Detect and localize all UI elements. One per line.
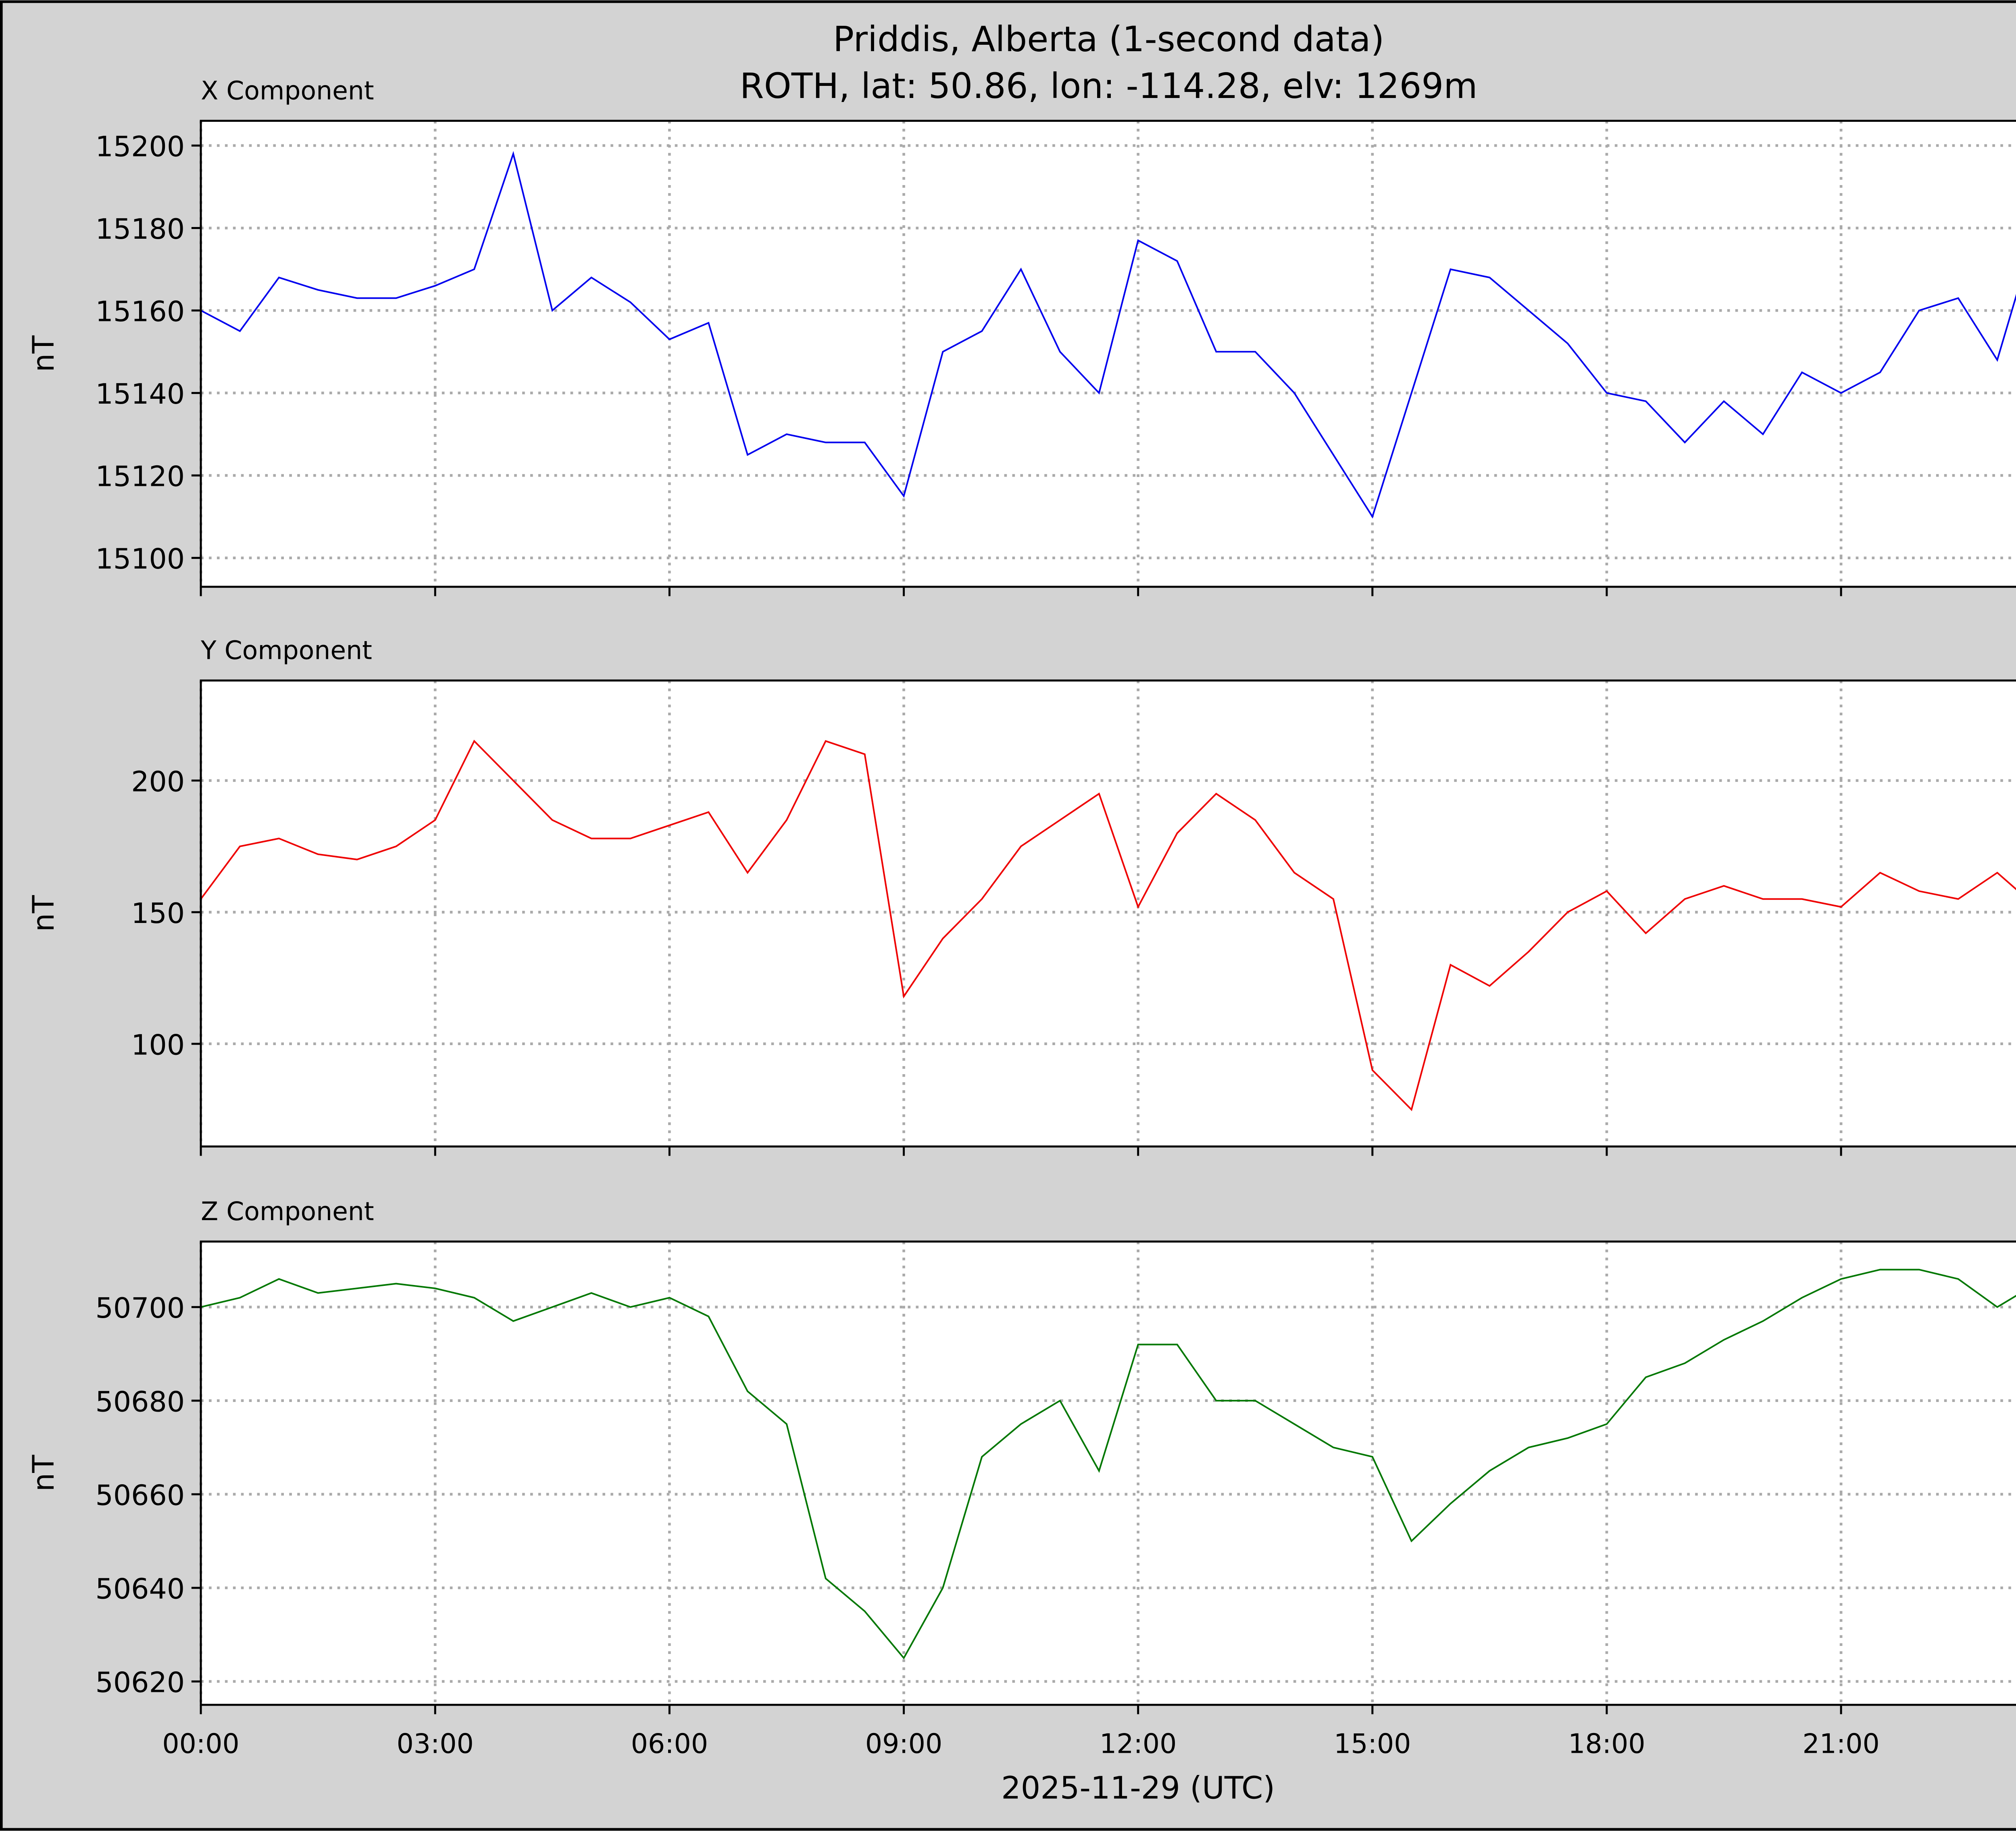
panel-title: X Component [201,75,374,105]
x-tick-label: 00:00 [162,1728,239,1760]
figure-subtitle: ROTH, lat: 50.86, lon: -114.28, elv: 126… [740,66,1478,106]
plot-frame [200,1240,2016,1706]
x-axis-label: 2025-11-29 (UTC) [1001,1771,1275,1806]
y-tick-label: 15120 [95,460,185,493]
y-tick-label: 15180 [95,213,185,246]
data-line [200,739,2016,1111]
y-tick-label: 100 [131,1029,185,1061]
data-line [200,1269,2016,1660]
x-tick-label: 06:00 [631,1728,708,1760]
x-tick-label: 09:00 [865,1728,942,1760]
x-tick-label: 15:00 [1334,1728,1411,1760]
panel-title: Y Component [200,635,372,665]
y-tick-label: 50620 [95,1666,185,1699]
plot-frame [200,120,2016,588]
y-tick-label: 15160 [95,296,185,328]
x-tick-label: 21:00 [1802,1728,1879,1760]
y-axis-label: nT [27,895,61,932]
plot-frame [200,679,2016,1148]
y-axis-label: nT [27,335,61,372]
y-tick-label: 15140 [95,378,185,410]
x-tick-label: 03:00 [397,1728,474,1760]
y-tick-label: 150 [131,897,185,930]
y-tick-label: 50640 [95,1573,185,1606]
x-tick-label: 18:00 [1568,1728,1645,1760]
y-tick-label: 50700 [95,1292,185,1325]
x-tick-label: 12:00 [1100,1728,1177,1760]
y-tick-label: 200 [131,765,185,798]
y-tick-label: 15200 [95,131,185,163]
figure-title: Priddis, Alberta (1-second data) [833,19,1384,60]
y-tick-label: 50680 [95,1385,185,1418]
plot-area [201,1241,2016,1705]
y-tick-label: 50660 [95,1479,185,1512]
y-axis-label: nT [27,1455,61,1491]
y-tick-label: 15100 [95,543,185,575]
panel-title: Z Component [201,1196,374,1226]
data-line [200,151,2016,519]
